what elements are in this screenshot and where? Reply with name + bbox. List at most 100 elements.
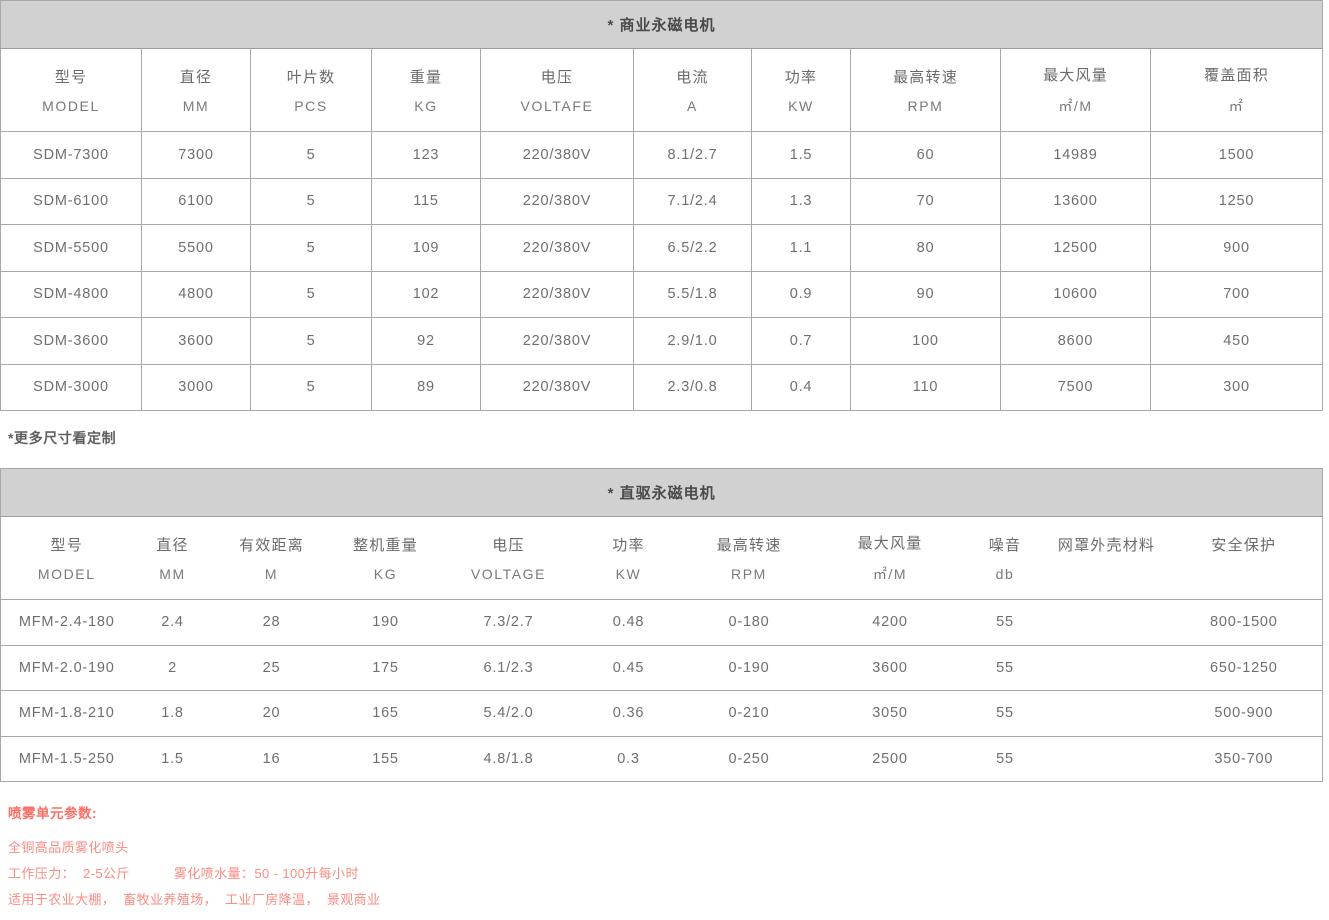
- commercial-cell: 3000: [141, 363, 251, 411]
- commercial-header-col-1: 型号 MODEL: [0, 48, 142, 132]
- table-row: SDM-6100 6100 5 115 220/380V 7.1/2.4 1.3 70 1360…: [0, 177, 1324, 225]
- commercial-motor-table: * 商业永磁电机 型号 MODEL 直径 MM 叶片数 PCS 重量 KG 电压 VOLTAFE 电…: [0, 0, 1324, 411]
- direct-table-header-row: 型号 MODEL 直径 MM 有效距离 M 整机重量 KG 电压 VOLTAGE 功率 KW 最高转速 R…: [0, 516, 1323, 600]
- direct-header-col-4-cn: 整机重量: [353, 537, 418, 554]
- direct-header-col-2-cn: 直径: [156, 537, 189, 554]
- commercial-header-col-7-cn: 功率: [784, 69, 818, 86]
- commercial-header-col-6-en: A: [687, 98, 698, 114]
- commercial-cell: 0.4: [751, 363, 851, 411]
- commercial-cell: 1500: [1149, 131, 1324, 179]
- commercial-header-col-2-cn: 直径: [179, 69, 213, 86]
- commercial-cell: 220/380V: [480, 317, 634, 365]
- direct-header-col-8-cn: 最大风量: [857, 535, 923, 552]
- direct-table-title-row: * 直驱永磁电机: [0, 468, 1324, 517]
- commercial-header-col-3-en: PCS: [294, 98, 328, 114]
- commercial-cell: 5500: [141, 224, 251, 272]
- commercial-cell: 13600: [1000, 177, 1151, 225]
- commercial-cell: SDM-3600: [0, 317, 142, 365]
- commercial-header-col-5-cn: 电压: [540, 69, 574, 86]
- commercial-header-col-8: 最高转速 RPM: [850, 48, 1001, 132]
- direct-header-col-10-en: [1048, 566, 1166, 582]
- commercial-header-col-4-en: KG: [414, 98, 438, 114]
- direct-header-col-4: 整机重量 KG: [330, 516, 441, 600]
- commercial-cell: 220/380V: [480, 131, 634, 179]
- commercial-cell: 10600: [1000, 270, 1151, 318]
- direct-header-col-7: 最高转速 RPM: [680, 516, 818, 600]
- commercial-cell: 12500: [1000, 224, 1151, 272]
- commercial-cell: SDM-4800: [0, 270, 142, 318]
- direct-cell: 190: [330, 599, 441, 646]
- custom-size-note: *更多尺寸看定制: [8, 430, 117, 446]
- direct-header-col-8: 最大风量 ㎡/M: [817, 516, 963, 600]
- commercial-cell: 5: [250, 363, 372, 411]
- direct-cell: 20: [212, 690, 331, 737]
- direct-table-body: MFM-2.4-180 2.4 28 190 7.3/2.7 0.48 0-180 4200 5…: [0, 599, 1323, 782]
- direct-cell: [1047, 645, 1166, 691]
- commercial-cell: 7500: [1000, 363, 1151, 411]
- direct-header-col-3-cn: 有效距离: [239, 537, 304, 554]
- direct-cell: 1.8: [132, 690, 213, 737]
- direct-cell: 16: [262, 750, 281, 767]
- direct-table-title: * 直驱永磁电机: [0, 468, 1324, 517]
- commercial-header-col-9-en: ㎡/M: [1058, 98, 1093, 114]
- direct-cell: 0-180: [680, 599, 818, 646]
- commercial-header-col-9: 最大风量 ㎡/M: [1000, 48, 1151, 132]
- commercial-cell: 110: [850, 363, 1001, 411]
- commercial-cell: 70: [850, 177, 1001, 225]
- direct-cell: 3050: [817, 690, 963, 737]
- commercial-cell: 1.3: [751, 177, 851, 225]
- commercial-cell: 300: [1149, 363, 1324, 411]
- commercial-table-header-row: 型号 MODEL 直径 MM 叶片数 PCS 重量 KG 电压 VOLTAFE 电流 A 功率 KW 最高转…: [0, 48, 1324, 132]
- commercial-header-col-7: 功率 KW: [751, 48, 851, 132]
- direct-header-col-11-cn: 安全保护: [1211, 537, 1277, 554]
- spray-note-line: 工作压力： 2-5公斤 雾化喷水量：50 - 100升每小时: [8, 866, 359, 881]
- commercial-cell: 0.7: [751, 317, 851, 365]
- direct-cell: MFM-2.0-190: [0, 645, 133, 691]
- spray-unit-notes: 喷雾单元参数: 全铜高品质雾化喷头 工作压力： 2-5公斤 雾化喷水量：50 - …: [8, 802, 1329, 908]
- commercial-header-col-10-en: ㎡: [1228, 98, 1245, 114]
- direct-cell: [1048, 736, 1166, 782]
- commercial-cell: 220/380V: [480, 363, 634, 411]
- commercial-cell: 0.9: [751, 270, 851, 318]
- direct-cell: MFM-2.4-180: [0, 599, 133, 646]
- commercial-header-col-8-en: RPM: [907, 98, 944, 114]
- direct-cell: 650-1250: [1165, 645, 1323, 691]
- direct-cell: 175: [330, 645, 441, 691]
- direct-cell: 0.36: [576, 690, 681, 737]
- spray-note-line: 全铜高品质雾化喷头: [8, 840, 129, 855]
- direct-header-col-10: 网罩外壳材料: [1047, 516, 1166, 600]
- commercial-table-body: SDM-7300 7300 5 123 220/380V 8.1/2.7 1.5 60 1498…: [0, 131, 1324, 411]
- commercial-cell: 5: [250, 224, 372, 272]
- direct-header-col-6-cn: 功率: [612, 537, 645, 554]
- direct-header-col-3-en: M: [264, 566, 279, 582]
- direct-header-col-6-en: KW: [615, 566, 642, 582]
- commercial-cell: 6.5/2.2: [633, 224, 752, 272]
- commercial-header-col-10-cn: 覆盖面积: [1204, 67, 1269, 84]
- commercial-cell: 700: [1149, 270, 1324, 318]
- commercial-cell: 7300: [141, 131, 251, 179]
- table-row: SDM-3000 3000 5 89 220/380V 2.3/0.8 0.4 110 7500…: [0, 363, 1324, 411]
- direct-cell: 155: [372, 750, 399, 767]
- direct-header-col-2-en: MM: [159, 566, 186, 582]
- direct-cell: 0-190: [680, 645, 818, 691]
- direct-cell: 55: [996, 750, 1014, 767]
- direct-cell: 4.8/1.8: [483, 750, 534, 767]
- table-row: SDM-4800 4800 5 102 220/380V 5.5/1.8 0.9 90 1060…: [0, 270, 1324, 318]
- direct-cell: 5.4/2.0: [440, 690, 577, 737]
- commercial-cell: SDM-3000: [0, 363, 142, 411]
- commercial-cell: 6100: [141, 177, 251, 225]
- direct-cell: 0.45: [576, 645, 681, 691]
- direct-header-col-11: 安全保护: [1165, 516, 1323, 600]
- commercial-cell: 220/380V: [480, 224, 634, 272]
- direct-header-col-9: 噪音 db: [962, 516, 1048, 600]
- commercial-header-col-3: 叶片数 PCS: [250, 48, 372, 132]
- direct-header-col-5: 电压 VOLTAGE: [440, 516, 577, 600]
- direct-cell: 6.1/2.3: [440, 645, 577, 691]
- direct-cell: MFM-1.5-250: [18, 750, 115, 767]
- direct-cell: 55: [962, 645, 1048, 691]
- commercial-cell: 5: [250, 317, 372, 365]
- commercial-header-col-4: 重量 KG: [371, 48, 481, 132]
- commercial-header-col-5: 电压 VOLTAFE: [480, 48, 634, 132]
- direct-header-col-3: 有效距离 M: [212, 516, 331, 600]
- commercial-header-col-6-cn: 电流: [676, 69, 709, 86]
